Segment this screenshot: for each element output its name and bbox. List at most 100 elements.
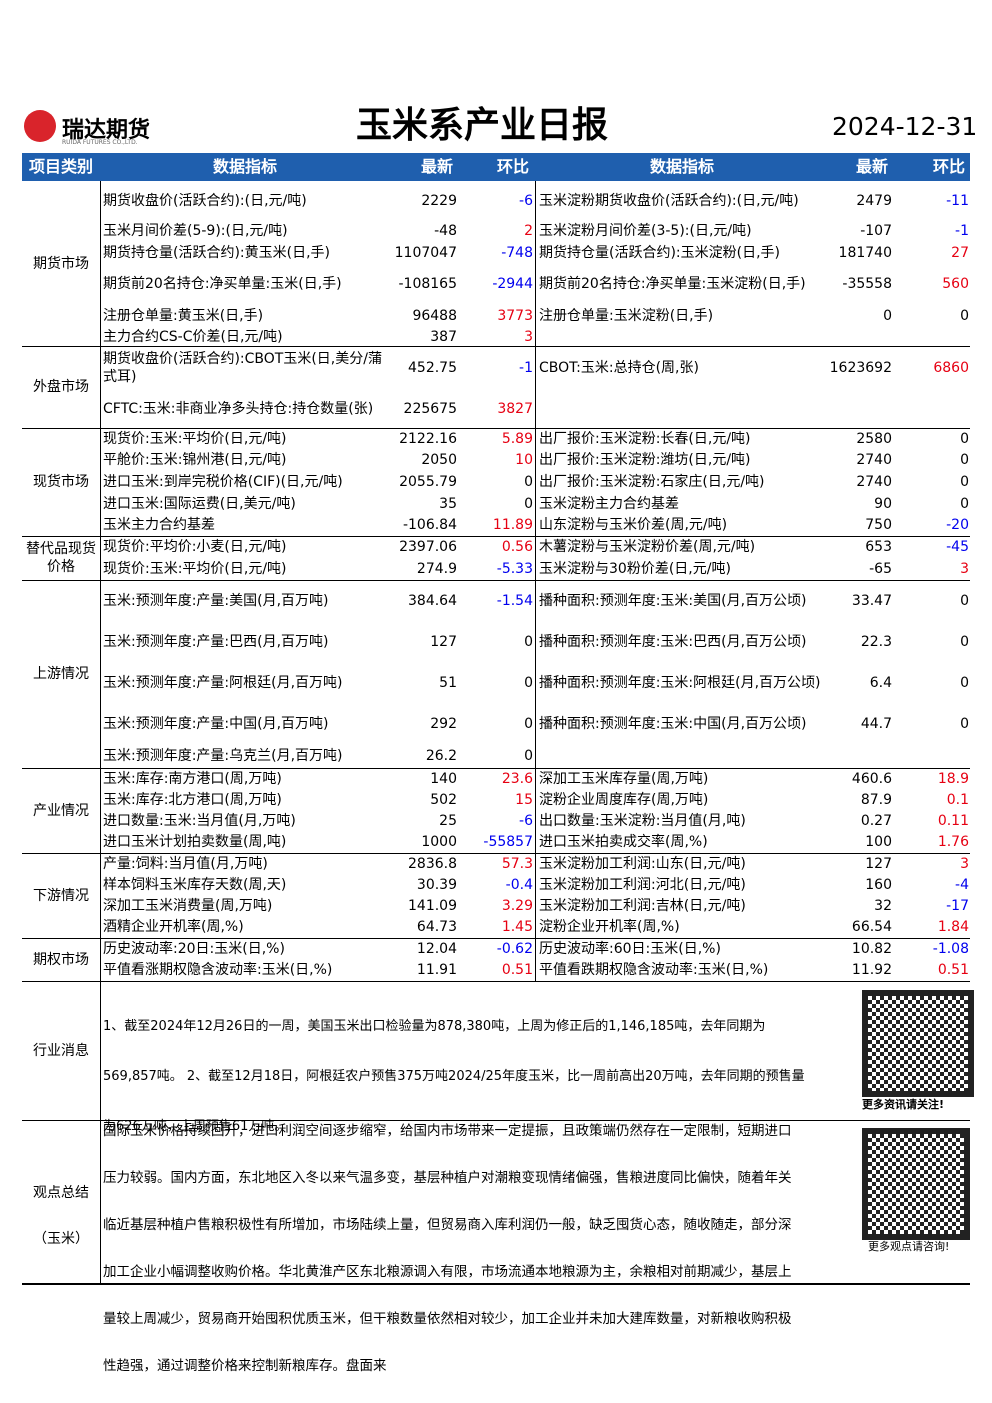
indicator-name: 播种面积:预测年度:玉米:美国(月,百万公顷): [539, 592, 807, 609]
indicator-name: CBOT:玉米:总持仓(周,张): [539, 360, 699, 376]
change-value: 15: [515, 791, 533, 808]
indicator-name: 玉米:预测年度:产量:美国(月,百万吨): [103, 592, 329, 609]
change-value: 5.89: [501, 430, 533, 447]
category: 期权市场: [33, 951, 89, 968]
change-value: 0: [960, 592, 969, 609]
latest-value: 384.64: [408, 592, 457, 609]
qr-caption: 更多观点请咨询!: [868, 1240, 950, 1253]
change-value: -55857: [483, 834, 533, 851]
latest-value: 1107047: [394, 245, 457, 261]
indicator-name: 出口数量:玉米淀粉:当月值(月,吨): [539, 813, 746, 830]
logo-text: 瑞达期货: [62, 118, 151, 143]
change-value: 0: [960, 495, 969, 512]
latest-value: 30.39: [416, 876, 457, 893]
rule: [22, 536, 970, 537]
indicator-name: 玉米主力合约基差: [103, 517, 215, 534]
indicator-name: 进口玉米:国际运费(日,美元/吨): [103, 495, 296, 512]
change-value: 0: [524, 633, 533, 650]
rule: [100, 181, 101, 1283]
change-value: 10: [515, 452, 533, 469]
change-value: 6860: [933, 360, 969, 376]
latest-value: 96488: [412, 308, 457, 324]
latest-value: 502: [430, 791, 457, 808]
indicator-name: 期货收盘价(活跃合约):(日,元/吨): [103, 192, 307, 209]
change-value: -20: [946, 517, 969, 534]
indicator-name: 玉米:预测年度:产量:乌克兰(月,百万吨): [103, 748, 343, 764]
change-value: 1.76: [937, 834, 969, 851]
latest-value: 10.82: [851, 940, 892, 957]
change-value: -1.54: [496, 592, 533, 609]
latest-value: 87.9: [860, 791, 892, 808]
latest-value: 127: [430, 633, 457, 650]
latest-value: 750: [865, 517, 892, 534]
change-value: 3: [960, 855, 969, 872]
latest-value: 64.73: [416, 919, 457, 936]
change-value: -0.4: [505, 876, 533, 893]
indicator-name: 播种面积:预测年度:玉米:巴西(月,百万公顷): [539, 633, 807, 650]
latest-value: 2229: [421, 192, 457, 209]
change-value: 0: [960, 452, 969, 469]
qr-code: [862, 990, 974, 1097]
latest-value: 51: [439, 674, 457, 691]
indicator-name: 深加工玉米库存量(周,万吨): [539, 770, 709, 787]
latest-value: -48: [434, 223, 457, 239]
change-value: 23.6: [501, 770, 533, 787]
category: 产业情况: [33, 802, 89, 819]
latest-value: 2397.06: [399, 539, 457, 555]
change-value: -748: [501, 245, 533, 261]
indicator-name: 进口玉米:到岸完税价格(CIF)(日,元/吨): [103, 473, 343, 490]
indicator-name: 玉米月间价差(5-9):(日,元/吨): [103, 223, 288, 239]
indicator-name: 进口玉米拍卖成交率(周,%): [539, 834, 708, 851]
change-value: 57.3: [501, 855, 533, 872]
indicator-name: 期货持仓量(活跃合约):玉米淀粉(日,手): [539, 245, 781, 261]
latest-value: 33.47: [851, 592, 892, 609]
latest-value: 2740: [856, 452, 892, 469]
indicator-name: 玉米:库存:北方港口(周,万吨): [103, 791, 282, 808]
latest-value: 225675: [403, 401, 457, 417]
latest-value: 181740: [838, 245, 892, 261]
latest-value: 387: [430, 329, 457, 345]
indicator-name: 玉米淀粉加工利润:山东(日,元/吨): [539, 855, 746, 872]
indicator-name: 深加工玉米消费量(周,万吨): [103, 898, 273, 915]
indicator-name: 出厂报价:玉米淀粉:潍坊(日,元/吨): [539, 452, 751, 469]
logo-icon: [24, 110, 56, 142]
indicator-name: 木薯淀粉与玉米淀粉价差(周,元/吨): [539, 539, 756, 555]
rule: [22, 1120, 970, 1121]
latest-value: 11.92: [851, 962, 892, 979]
change-value: 3: [960, 561, 969, 577]
latest-value: 140: [430, 770, 457, 787]
latest-value: 2740: [856, 473, 892, 490]
change-value: -2944: [492, 276, 533, 292]
change-value: 560: [942, 276, 969, 292]
indicator-name: 出厂报价:玉米淀粉:长春(日,元/吨): [539, 430, 751, 447]
change-value: -5.33: [496, 561, 533, 577]
change-value: 0: [960, 430, 969, 447]
latest-value: 100: [865, 834, 892, 851]
category: 上游情况: [33, 666, 89, 682]
indicator-name: 历史波动率:60日:玉米(日,%): [539, 940, 721, 957]
latest-value: -35558: [842, 276, 892, 292]
change-value: 1.45: [501, 919, 533, 936]
latest-value: 0: [883, 308, 892, 324]
rule: [535, 181, 536, 981]
change-value: 3827: [497, 401, 533, 417]
indicator-name: 淀粉企业开机率(周,%): [539, 919, 680, 936]
latest-value: 22.3: [860, 633, 892, 650]
change-value: -11: [946, 192, 969, 209]
indicator-name: 历史波动率:20日:玉米(日,%): [103, 940, 285, 957]
latest-value: -65: [869, 561, 892, 577]
indicator-name: 玉米淀粉月间价差(3-5):(日,元/吨): [539, 223, 752, 239]
table-header: [22, 153, 970, 181]
logo-sub: RUIDA FUTURES CO.,LTD.: [62, 139, 138, 146]
latest-value: 1623692: [830, 360, 892, 376]
latest-value: 127: [865, 855, 892, 872]
news-category: 行业消息: [33, 1042, 89, 1059]
latest-value: 2836.8: [408, 855, 457, 872]
latest-value: 11.91: [416, 962, 457, 979]
indicator-name: 平值看涨期权隐含波动率:玉米(日,%): [103, 962, 333, 979]
rule: [22, 580, 970, 581]
change-value: 3773: [497, 308, 533, 324]
change-value: 0: [960, 473, 969, 490]
column-header: 最新: [420, 157, 453, 176]
column-header: 数据指标: [212, 157, 277, 176]
